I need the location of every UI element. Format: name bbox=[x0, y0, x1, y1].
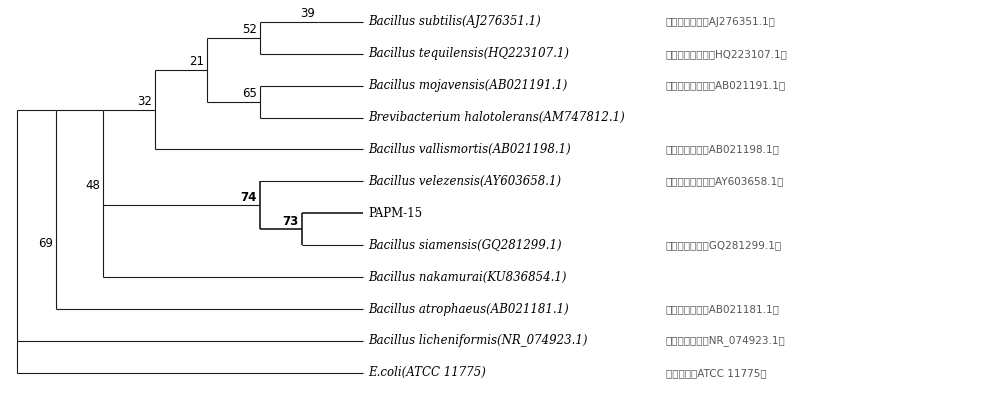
Text: 特基拉芽孢杆菌（HQ223107.1）: 特基拉芽孢杆菌（HQ223107.1） bbox=[666, 49, 787, 59]
Text: 枯草芽孢杆菌（AJ276351.1）: 枯草芽孢杆菌（AJ276351.1） bbox=[666, 17, 775, 27]
Text: Bacillus nakamurai(KU836854.1): Bacillus nakamurai(KU836854.1) bbox=[368, 271, 567, 284]
Text: Bacillus mojavensis(AB021191.1): Bacillus mojavensis(AB021191.1) bbox=[368, 79, 567, 92]
Text: 48: 48 bbox=[85, 179, 100, 192]
Text: 腆海威芽孢杆菌（AB021191.1）: 腆海威芽孢杆菌（AB021191.1） bbox=[666, 81, 786, 91]
Text: 遂罗芽孢杆菌（GQ281299.1）: 遂罗芽孢杆菌（GQ281299.1） bbox=[666, 240, 782, 250]
Text: 32: 32 bbox=[137, 95, 152, 108]
Text: 52: 52 bbox=[242, 23, 257, 36]
Text: 21: 21 bbox=[189, 55, 204, 68]
Text: 73: 73 bbox=[282, 215, 299, 228]
Text: 贝莱斯芽孢杆菌（AY603658.1）: 贝莱斯芽孢杆菌（AY603658.1） bbox=[666, 176, 784, 186]
Text: 69: 69 bbox=[38, 237, 53, 250]
Text: 74: 74 bbox=[241, 191, 257, 204]
Text: Bacillus vallismortis(AB021198.1): Bacillus vallismortis(AB021198.1) bbox=[368, 143, 571, 156]
Text: 花域芽孢杆菌（AB021198.1）: 花域芽孢杆菌（AB021198.1） bbox=[666, 145, 779, 154]
Text: 39: 39 bbox=[300, 7, 315, 20]
Text: Bacillus subtilis(AJ276351.1): Bacillus subtilis(AJ276351.1) bbox=[368, 15, 541, 28]
Text: Bacillus velezensis(AY603658.1): Bacillus velezensis(AY603658.1) bbox=[368, 175, 561, 188]
Text: 菱缩芽孢杆菌（AB021181.1）: 菱缩芽孢杆菌（AB021181.1） bbox=[666, 304, 779, 314]
Text: Brevibacterium halotolerans(AM747812.1): Brevibacterium halotolerans(AM747812.1) bbox=[368, 111, 625, 124]
Text: 大肠杆菌（ATCC 11775）: 大肠杆菌（ATCC 11775） bbox=[666, 368, 766, 378]
Text: 65: 65 bbox=[242, 87, 257, 100]
Text: Bacillus licheniformis(NR_074923.1): Bacillus licheniformis(NR_074923.1) bbox=[368, 334, 588, 347]
Text: E.coli(ATCC 11775): E.coli(ATCC 11775) bbox=[368, 366, 486, 379]
Text: 地衣芽孢杆菌（NR_074923.1）: 地衣芽孢杆菌（NR_074923.1） bbox=[666, 336, 785, 346]
Text: Bacillus atrophaeus(AB021181.1): Bacillus atrophaeus(AB021181.1) bbox=[368, 303, 569, 316]
Text: PAPM-15: PAPM-15 bbox=[368, 207, 422, 220]
Text: Bacillus tequilensis(HQ223107.1): Bacillus tequilensis(HQ223107.1) bbox=[368, 47, 569, 60]
Text: Bacillus siamensis(GQ281299.1): Bacillus siamensis(GQ281299.1) bbox=[368, 239, 562, 252]
